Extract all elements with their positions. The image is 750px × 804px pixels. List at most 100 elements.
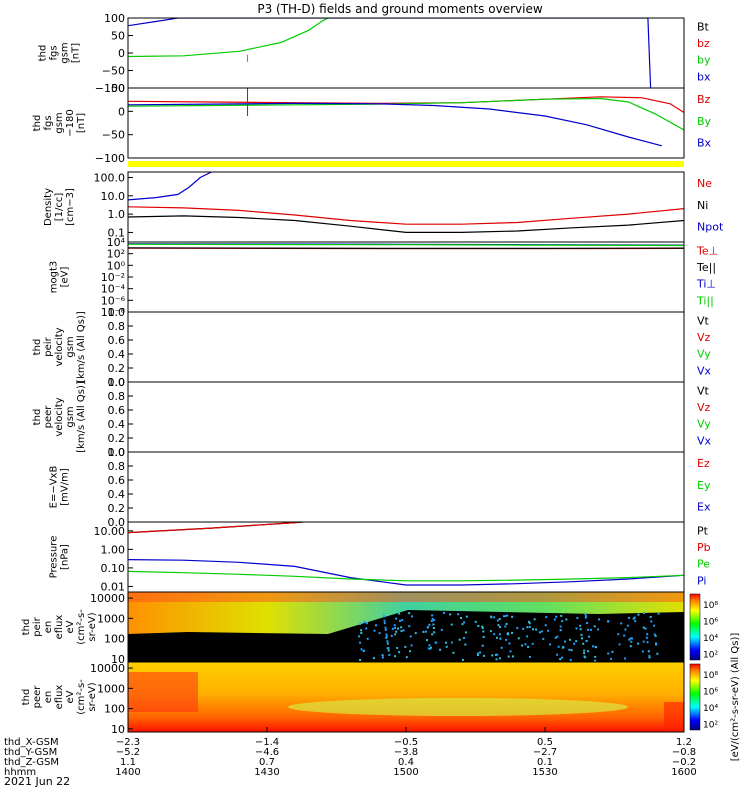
panel-frame: [127, 87, 685, 159]
spectrogram-speckle: [573, 642, 576, 645]
spectrogram-speckle: [360, 629, 363, 632]
spectrogram-red-patch: [128, 672, 198, 712]
spectrogram-speckle: [435, 641, 437, 644]
y-axis-label: fgs: [49, 45, 60, 60]
colorbar-tick-label: 10⁴: [703, 634, 718, 644]
y-tick-label: 0.0: [108, 376, 126, 389]
y-axis-label: [eV]: [60, 267, 71, 288]
spectrogram-speckle: [649, 616, 652, 618]
colorbar-tick-label: 10⁴: [703, 704, 718, 714]
spectrogram-speckle: [359, 641, 362, 644]
spectrogram-speckle: [476, 652, 479, 655]
spectrogram-speckle: [532, 628, 534, 631]
x-tick-label: −5.2: [116, 747, 140, 758]
spectrogram-speckle: [404, 645, 407, 648]
spectrogram-speckle: [387, 647, 390, 650]
spectrogram-speckle: [594, 659, 597, 662]
y-axis-label: thd: [32, 409, 43, 426]
spectrogram-speckle: [617, 633, 620, 636]
y-axis-label: gsm: [65, 406, 76, 427]
y-axis-label: eV: [65, 620, 76, 633]
legend-entry: Bt: [697, 20, 710, 33]
spectrogram-speckle: [483, 654, 486, 657]
spectrogram-speckle: [388, 653, 391, 656]
spectrogram-speckle: [427, 647, 430, 650]
spectrogram-speckle: [529, 655, 531, 658]
y-tick-label: 100: [104, 633, 125, 646]
spectrogram-speckle: [498, 633, 501, 636]
spectrogram-speckle: [481, 625, 484, 628]
legend-entry: Vy: [697, 418, 711, 431]
spectrogram-speckle: [626, 624, 629, 627]
legend-entry: Bx: [697, 137, 712, 150]
spectrogram-speckle: [584, 613, 587, 616]
spectrogram-speckle: [607, 620, 610, 623]
spectrogram-speckle: [463, 637, 465, 639]
spectrogram-speckle: [528, 626, 531, 628]
spectrogram-speckle: [561, 620, 564, 623]
legend-entry: Te⊥: [696, 244, 718, 257]
y-tick-label: −50: [102, 129, 125, 142]
spectrogram-speckle: [624, 657, 627, 660]
colorbar-tick-label: 10⁶: [703, 688, 718, 698]
spectrogram-speckle: [383, 622, 386, 625]
spectrogram-speckle: [583, 652, 586, 655]
spectrogram-speckle: [432, 623, 435, 626]
y-tick-label: 100.0: [94, 172, 126, 185]
spectrogram-speckle: [465, 631, 467, 634]
spectrogram-speckle: [431, 617, 434, 620]
legend-entry: Bz: [697, 93, 711, 106]
spectrogram-speckle: [623, 634, 626, 637]
spectrogram-speckle: [499, 637, 502, 640]
y-axis-label: en: [43, 691, 54, 704]
spectrogram-speckle: [411, 615, 414, 618]
y-tick-label: 1.0: [108, 376, 126, 389]
spectrogram-speckle: [395, 617, 398, 620]
spectrogram-speckle: [375, 624, 377, 627]
y-tick-label: 0.1: [108, 226, 126, 239]
legend-entry: Pi: [697, 574, 706, 587]
spectrogram-speckle: [509, 650, 512, 653]
y-axis-label: Pressure: [49, 536, 60, 579]
spectrogram-speckle: [362, 650, 365, 652]
spectrogram-speckle: [554, 636, 557, 639]
panel-peir_spectrogram: 10⁸ 10⁶ 10⁴ 10² [eV/(cm²-s-sr-eV) (All Qs)] 1…: [21, 591, 741, 762]
series-line-Te||: [128, 247, 684, 249]
y-tick-label: 10.00: [94, 525, 126, 538]
x-tick-label: 0.7: [259, 757, 275, 768]
spectrogram-speckle: [646, 633, 649, 636]
spectrogram-speckle: [477, 654, 479, 656]
x-tick-label: 1530: [532, 767, 557, 778]
spectrogram-speckle: [428, 623, 431, 626]
y-tick-label: 0.8: [108, 460, 126, 473]
spectrogram-speckle: [493, 633, 496, 636]
y-axis-label: [nPa]: [60, 544, 71, 570]
spectrogram-speckle: [481, 644, 484, 647]
x-row-label: thd_Y-GSM: [4, 747, 57, 758]
spectrogram-speckle: [650, 620, 653, 623]
legend-entry: Pb: [697, 541, 711, 554]
y-axis-label: [1/cc]: [54, 193, 65, 222]
legend-entry: bx: [697, 70, 711, 83]
spectrogram-speckle: [500, 646, 503, 649]
y-axis-label: peir: [32, 616, 43, 636]
spectrogram-speckle: [498, 657, 501, 660]
panel-peer_spectrogram: 10⁸ 10⁶ 10⁴ 10² 10000 1000 100 10 thd peer en eflux…: [21, 661, 718, 736]
y-tick-label: 10⁻⁴: [101, 283, 126, 296]
spectrogram-speckle: [504, 625, 507, 628]
spectrogram-speckle: [382, 613, 385, 615]
spectrogram-speckle: [507, 655, 510, 658]
spectrogram-speckle: [408, 625, 411, 628]
spectrogram-speckle: [583, 649, 586, 652]
x-tick-label: 1430: [254, 767, 279, 778]
spectrogram-speckle: [506, 614, 509, 617]
spectrogram-speckle: [559, 658, 562, 661]
y-tick-label: 0.4: [108, 348, 126, 361]
spectrogram-speckle: [386, 640, 389, 643]
y-tick-label: 10⁻⁶: [101, 294, 126, 307]
colorbar-label: [eV/(cm²-s-sr-eV) (All Qs)]: [730, 633, 741, 762]
spectrogram-speckle: [481, 627, 484, 629]
series-line-bx: [128, 18, 652, 88]
